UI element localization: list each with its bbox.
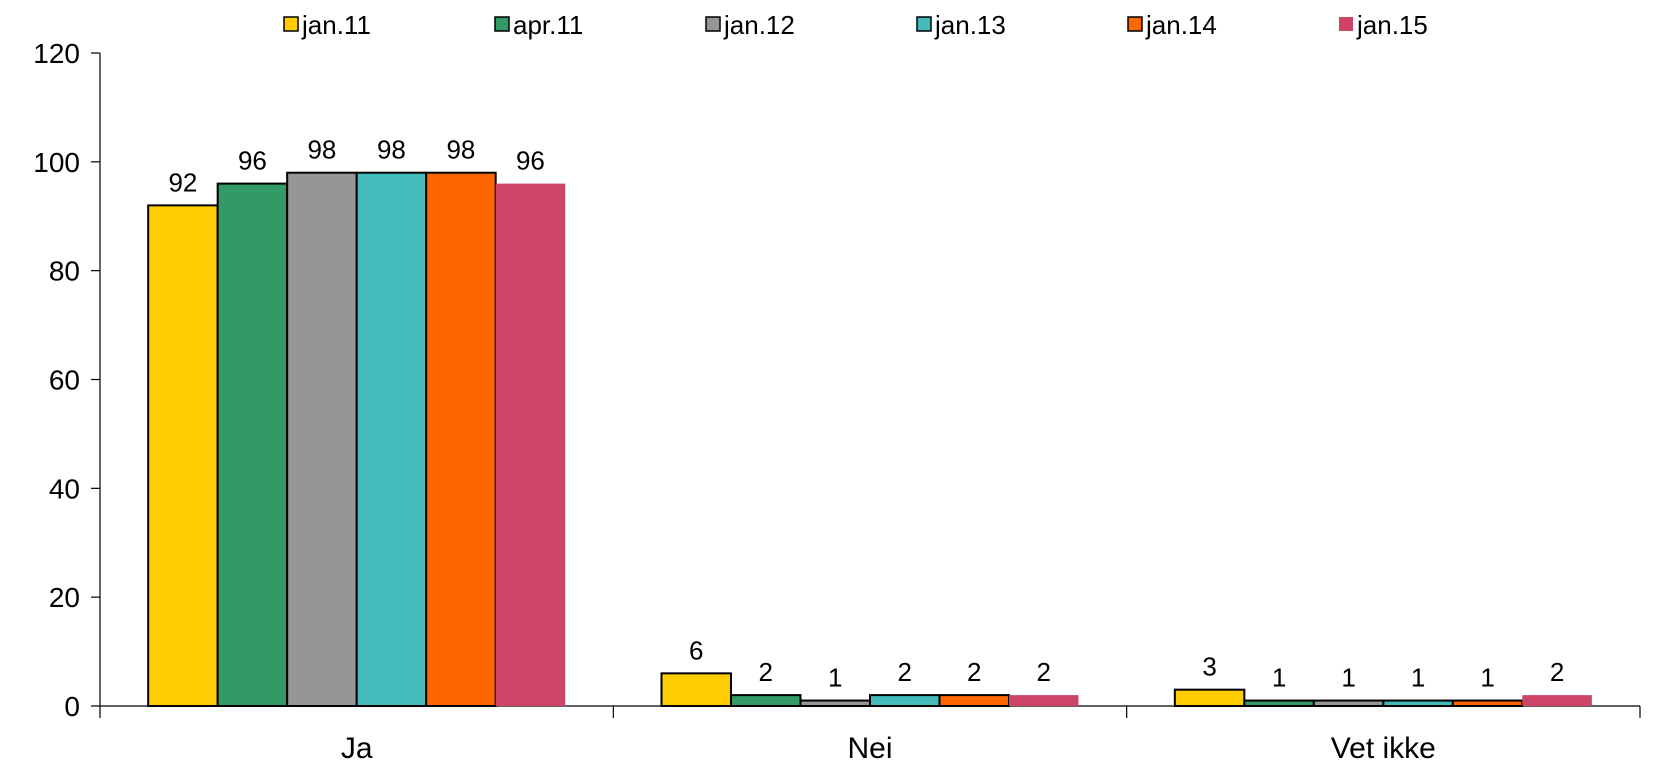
legend-swatch [705,16,721,32]
y-tick-label: 0 [64,691,80,722]
data-label: 2 [759,657,773,687]
bar-apr-11-nei [730,694,802,707]
legend-swatch [916,16,932,32]
bar-jan-11-nei [660,672,732,707]
y-tick-label: 120 [33,38,80,69]
category-label: Nei [847,732,892,765]
data-label: 1 [1341,663,1355,693]
data-label: 2 [898,657,912,687]
y-tick-label: 80 [49,256,80,287]
bar-jan-11-ja [147,204,219,707]
data-label: 96 [238,146,267,176]
data-label: 1 [828,663,842,693]
data-label: 98 [377,135,406,165]
bar-jan-15-vet-ikke [1522,695,1592,706]
data-label: 2 [967,657,981,687]
data-label: 6 [689,635,703,665]
bar-jan-13-nei [869,694,941,707]
bar-jan-14-nei [938,694,1010,707]
legend-label: jan.14 [1145,10,1217,40]
y-tick-label: 60 [49,365,80,396]
data-label: 2 [1550,657,1564,687]
y-axis: 0 20 40 60 80 100 120 [33,38,101,722]
legend: jan.11 apr.11 jan.12 jan.13 jan.14 jan.15 [283,10,1428,40]
bar-jan-11-vet-ikke [1173,688,1246,707]
data-label: 1 [1480,663,1494,693]
bar-jan-14-vet-ikke [1451,699,1524,708]
bar-apr-11-ja [216,182,289,708]
data-label: 1 [1272,663,1286,693]
category-label: Vet ikke [1331,732,1436,765]
legend-label: jan.12 [723,10,795,40]
bar-jan-15-nei [1009,695,1079,706]
bar-jan-13-vet-ikke [1382,699,1454,708]
legend-label: apr.11 [513,10,583,40]
bar-jan-13-ja [355,171,428,707]
bar-jan-15-ja [495,183,566,707]
legend-label: jan.15 [1356,10,1428,40]
y-tick-label: 100 [33,147,80,178]
bar-jan-14-ja [425,171,497,707]
data-label: 92 [168,167,197,197]
bar-jan-12-vet-ikke [1312,699,1385,708]
category-label: Ja [341,732,373,765]
x-axis: Ja Nei Vet ikke [99,705,1641,765]
data-label: 98 [446,135,475,165]
bar-jan-12-ja [286,171,358,707]
data-label: 96 [516,146,545,176]
y-tick-label: 40 [49,473,80,504]
data-label: 3 [1202,652,1216,682]
data-label: 2 [1037,657,1051,687]
legend-label: jan.13 [934,10,1006,40]
data-labels: 92 6 3 96 2 1 98 1 1 98 2 1 98 2 1 96 2 2 [168,135,1564,693]
bar-apr-11-vet-ikke [1243,699,1315,708]
legend-swatch [1339,17,1353,31]
data-label: 98 [307,135,336,165]
legend-swatch [494,16,510,32]
bars [147,171,1592,708]
legend-swatch [1127,16,1143,32]
legend-swatch [283,16,299,32]
legend-label: jan.11 [301,10,371,40]
bar-jan-12-nei [799,699,871,708]
y-tick-label: 20 [49,582,80,613]
data-label: 1 [1411,663,1425,693]
